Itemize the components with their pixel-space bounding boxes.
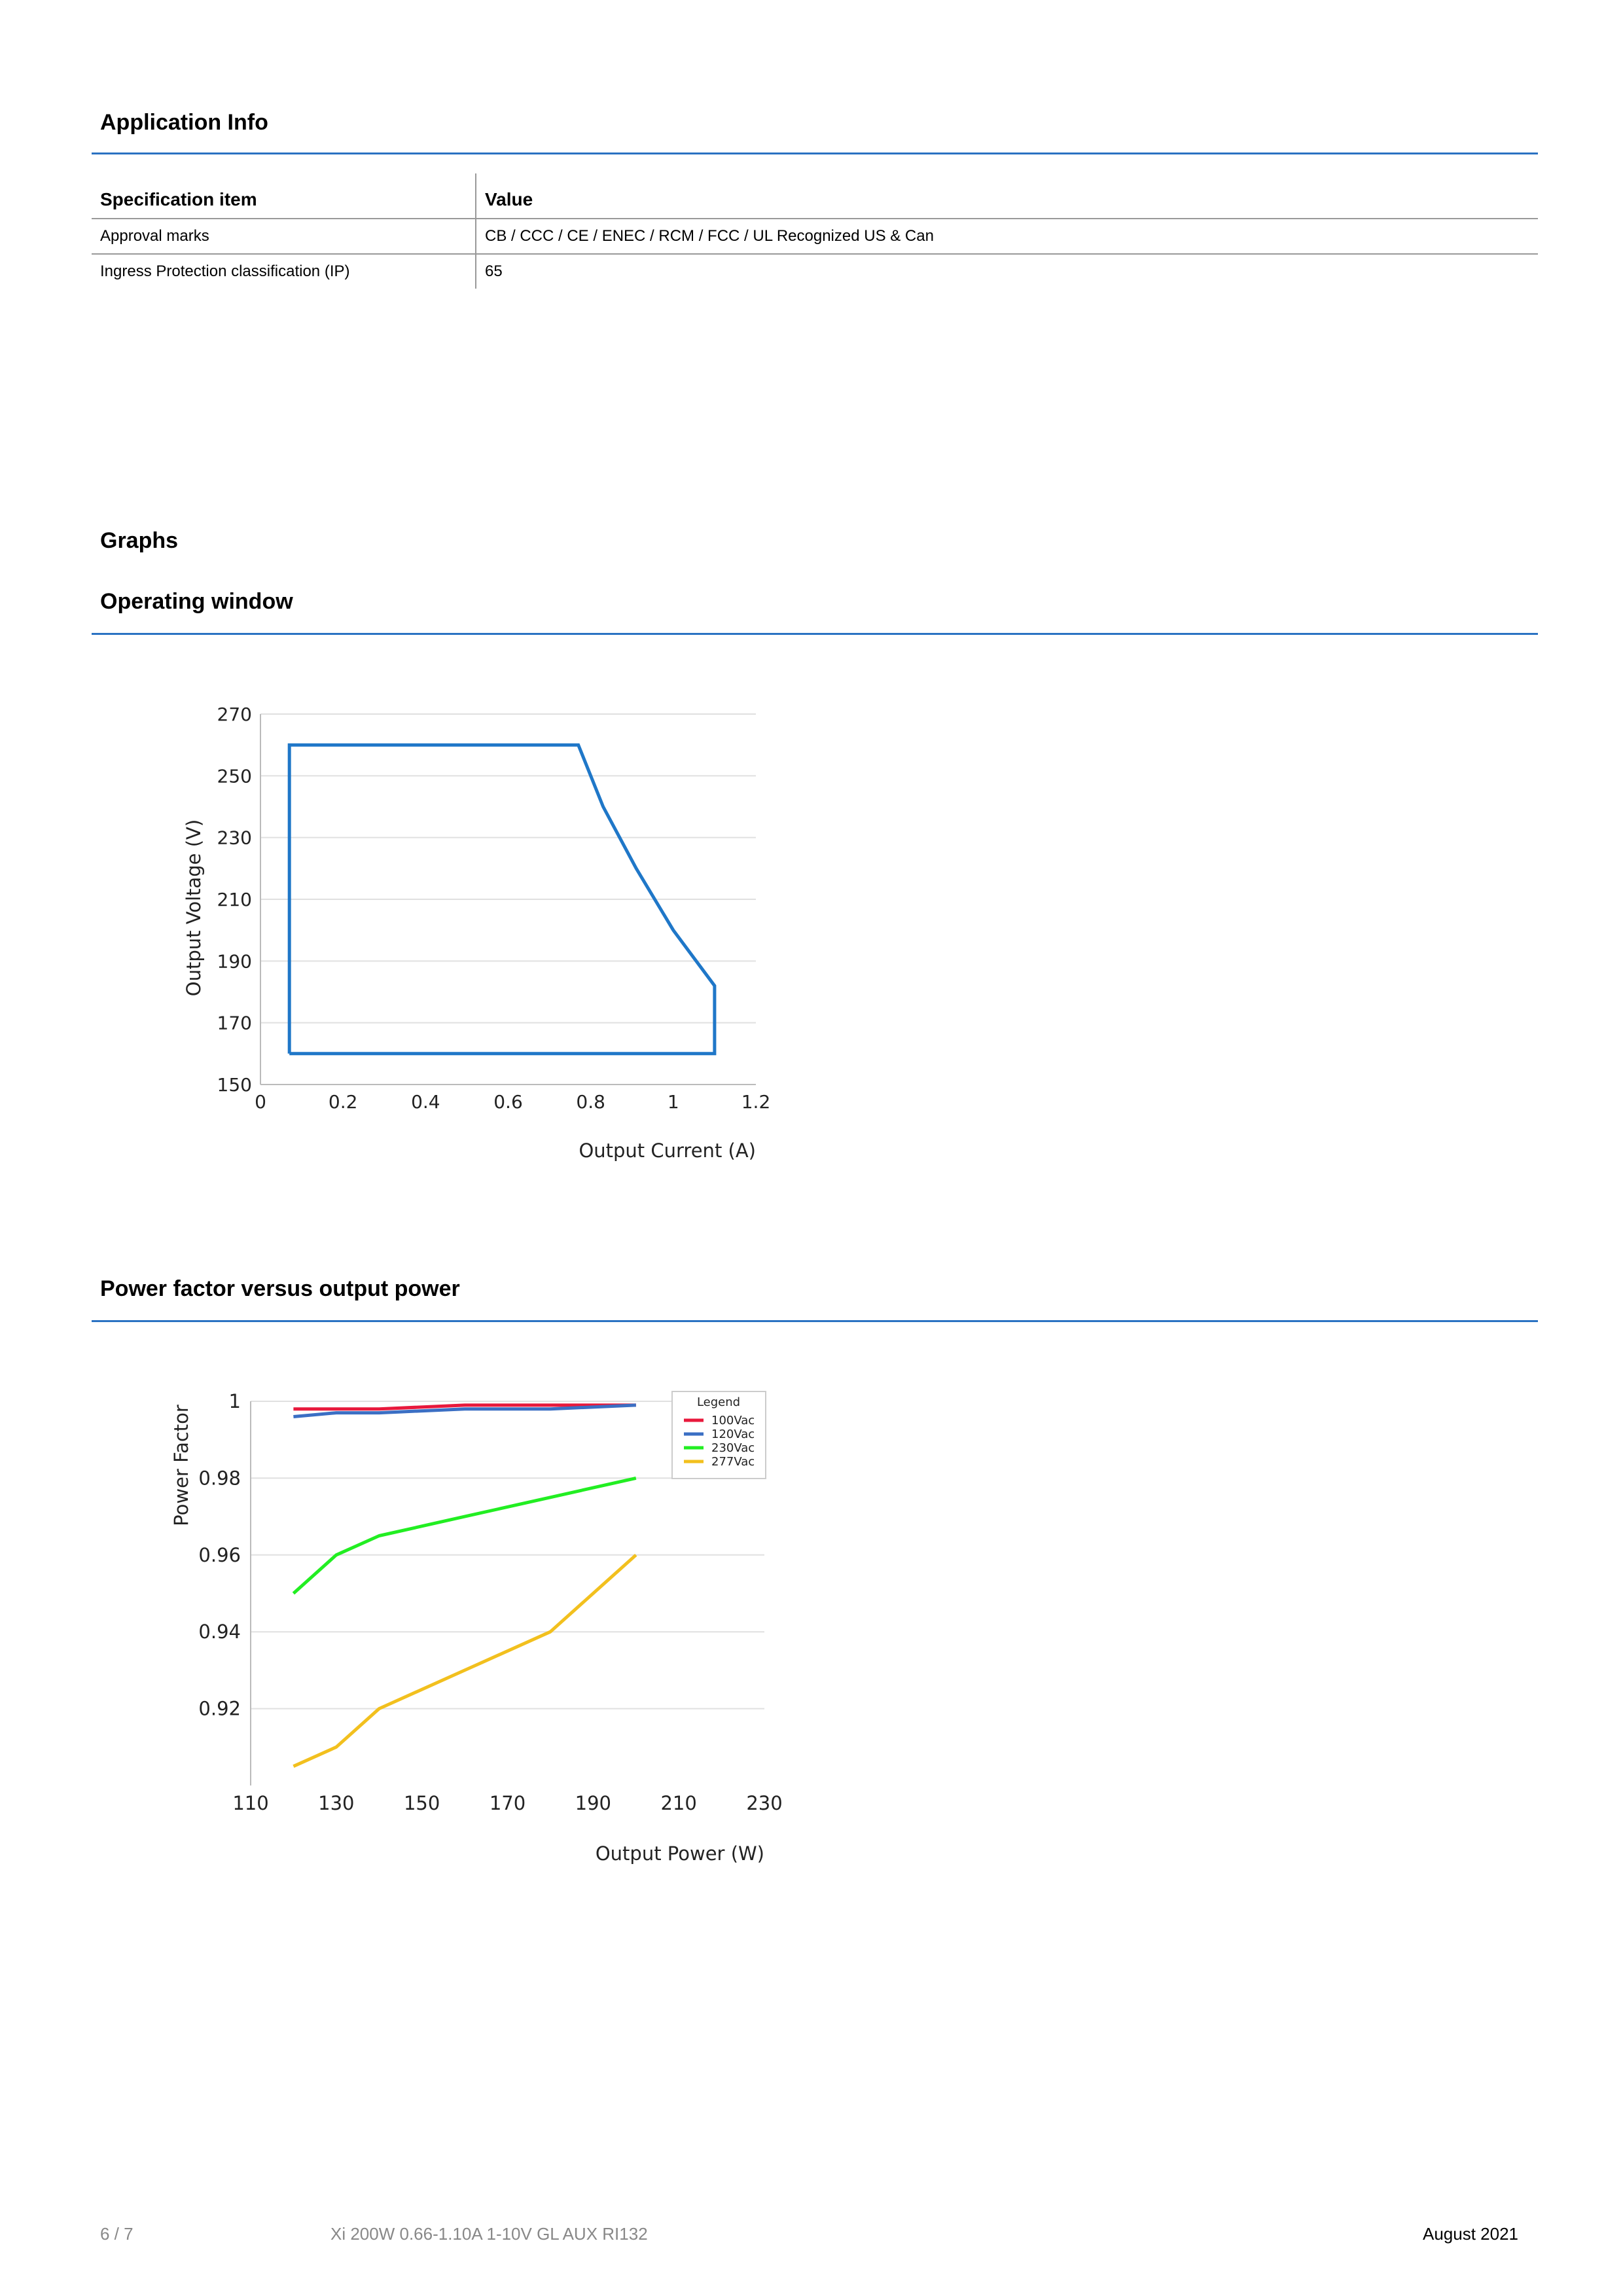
legend-label-230vac: 230Vac	[711, 1441, 755, 1455]
y-axis-label: Output Voltage (V)	[183, 819, 205, 996]
section-divider	[92, 633, 1538, 635]
x-axis-label: Output Current (A)	[579, 1139, 756, 1162]
x-tick-label: 190	[575, 1792, 611, 1814]
column-header-specification: Specification item	[92, 173, 476, 219]
y-tick-label: 1	[229, 1390, 241, 1412]
footer-page-number: 6 / 7	[100, 2224, 134, 2244]
x-tick-label: 1.2	[741, 1091, 771, 1113]
series-line-120vac	[293, 1403, 636, 1418]
y-tick-label: 150	[217, 1074, 252, 1096]
x-tick-label: 0.2	[329, 1091, 358, 1113]
legend-label-100vac: 100Vac	[711, 1414, 755, 1427]
section-divider	[92, 1320, 1538, 1322]
section-title-operating-window: Operating window	[100, 589, 293, 614]
section-divider	[92, 152, 1538, 154]
spec-item-cell: Ingress Protection classification (IP)	[92, 254, 476, 289]
y-tick-label: 170	[217, 1013, 252, 1034]
x-tick-label: 170	[490, 1792, 526, 1814]
y-tick-label: 0.96	[198, 1544, 241, 1566]
x-tick-label: 0	[255, 1091, 266, 1113]
footer-product-name: Xi 200W 0.66-1.10A 1-10V GL AUX RI132	[330, 2224, 648, 2244]
x-tick-label: 0.6	[493, 1091, 523, 1113]
legend-title: Legend	[697, 1395, 740, 1409]
series-line-277vac	[293, 1553, 637, 1768]
footer-date: August 2021	[1422, 2224, 1518, 2244]
legend-label-277vac: 277Vac	[711, 1455, 755, 1469]
legend-label-120vac: 120Vac	[711, 1427, 755, 1441]
x-tick-label: 130	[318, 1792, 354, 1814]
x-tick-label: 150	[404, 1792, 440, 1814]
section-title-graphs: Graphs	[100, 528, 179, 553]
spec-item-cell: Approval marks	[92, 219, 476, 255]
x-tick-label: 0.4	[411, 1091, 440, 1113]
x-tick-label: 210	[660, 1792, 696, 1814]
x-tick-label: 110	[232, 1792, 268, 1814]
y-tick-label: 210	[217, 889, 252, 910]
x-tick-label: 230	[746, 1792, 782, 1814]
specification-table: Specification item Value Approval marks …	[92, 173, 1538, 289]
y-tick-label: 0.94	[198, 1621, 241, 1643]
section-title-power-factor: Power factor versus output power	[100, 1276, 460, 1301]
spec-value-cell: CB / CCC / CE / ENEC / RCM / FCC / UL Re…	[476, 219, 1538, 255]
series-line-230vac	[292, 1476, 637, 1595]
table-header-row: Specification item Value	[92, 173, 1538, 219]
y-tick-label: 190	[217, 950, 252, 972]
x-axis-label: Output Power (W)	[596, 1842, 764, 1865]
operating-window-series-line	[287, 743, 717, 1056]
spec-value-cell: 65	[485, 262, 503, 280]
y-axis-label: Power Factor	[170, 1405, 192, 1526]
table-row: Ingress Protection classification (IP) 6…	[92, 254, 1538, 289]
y-tick-label: 250	[217, 765, 252, 787]
y-tick-label: 0.92	[198, 1698, 241, 1720]
series-line-100vac	[293, 1403, 636, 1411]
section-title-application-info: Application Info	[100, 110, 268, 135]
column-header-value: Value	[476, 173, 1538, 219]
table-row: Approval marks CB / CCC / CE / ENEC / RC…	[92, 219, 1538, 255]
x-tick-label: 1	[668, 1091, 679, 1113]
legend-box	[671, 1391, 766, 1479]
y-tick-label: 270	[217, 704, 252, 725]
x-tick-label: 0.8	[576, 1091, 605, 1113]
y-tick-label: 230	[217, 827, 252, 849]
y-tick-label: 0.98	[198, 1467, 241, 1489]
